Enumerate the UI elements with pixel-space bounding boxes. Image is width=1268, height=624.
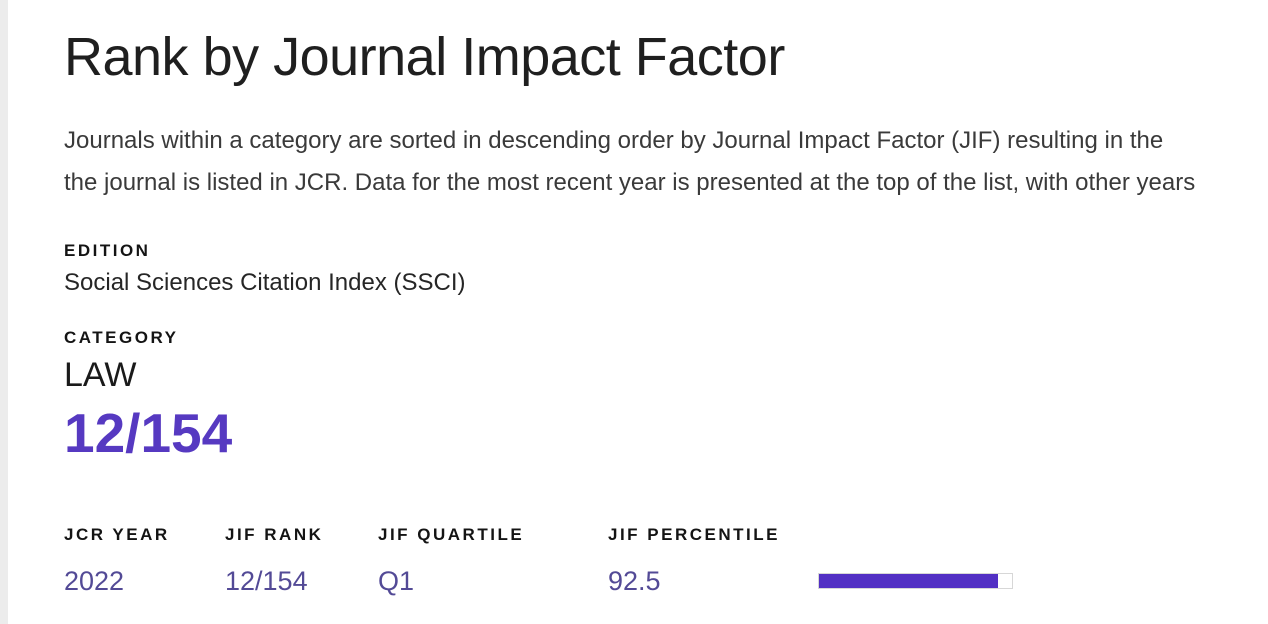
jif-rank-table: JCR YEAR JIF RANK JIF QUARTILE JIF PERCE…: [64, 525, 1268, 596]
column-header-jif-rank: JIF RANK: [225, 525, 324, 544]
column-header-jif-quartile: JIF QUARTILE: [378, 525, 525, 544]
description-line-2: the journal is listed in JCR. Data for t…: [64, 169, 1196, 196]
cell-jcr-year: 2022: [64, 566, 125, 596]
percentile-bar-track: [818, 573, 1013, 589]
category-block: CATEGORY LAW 12/154: [64, 328, 1268, 463]
rank-by-jif-section: Rank by Journal Impact Factor Journals w…: [64, 0, 1268, 624]
column-header-jcr-year: JCR YEAR: [64, 525, 170, 544]
column-header-jif-percentile: JIF PERCENTILE: [608, 525, 780, 544]
section-description: Journals within a category are sorted in…: [64, 120, 1268, 204]
description-line-1: Journals within a category are sorted in…: [64, 127, 1164, 154]
category-name: LAW: [64, 356, 137, 394]
page-title: Rank by Journal Impact Factor: [64, 27, 785, 87]
edition-block: EDITION Social Sciences Citation Index (…: [64, 241, 1268, 299]
percentile-bar-cell: [818, 573, 1268, 589]
category-label: CATEGORY: [64, 328, 179, 347]
cell-jif-rank: 12/154: [225, 566, 308, 596]
edition-label: EDITION: [64, 241, 151, 260]
percentile-bar-fill: [819, 574, 998, 588]
edition-value: Social Sciences Citation Index (SSCI): [64, 269, 466, 296]
cell-jif-quartile: Q1: [378, 566, 415, 596]
page-left-edge: [0, 0, 8, 624]
category-rank-value: 12/154: [64, 402, 233, 464]
cell-jif-percentile: 92.5: [608, 566, 661, 596]
